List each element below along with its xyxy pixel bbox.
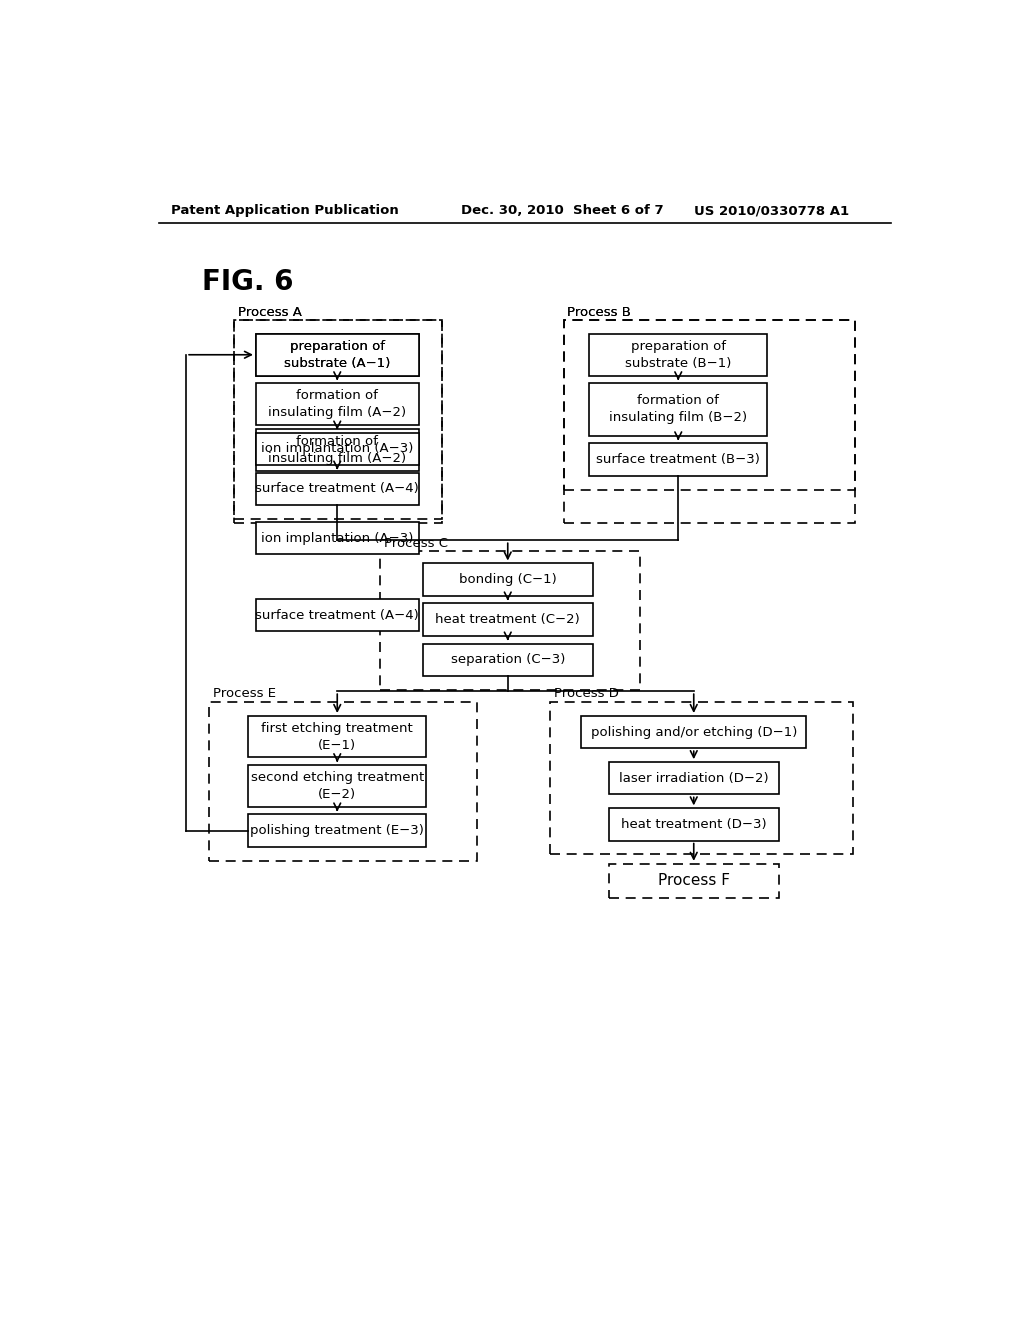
Bar: [248, 715, 426, 758]
Bar: [256, 473, 419, 506]
Bar: [380, 552, 640, 689]
Text: polishing treatment (E−3): polishing treatment (E−3): [250, 824, 424, 837]
Bar: [256, 521, 419, 554]
Text: Process B: Process B: [567, 305, 632, 318]
Text: first etching treatment
(E−1): first etching treatment (E−1): [261, 722, 413, 751]
Text: Process E: Process E: [213, 688, 276, 701]
Bar: [256, 429, 419, 471]
Bar: [209, 702, 477, 861]
Bar: [256, 383, 419, 425]
Text: surface treatment (A−4): surface treatment (A−4): [255, 609, 419, 622]
Text: preparation of
substrate (A−1): preparation of substrate (A−1): [284, 339, 390, 370]
Bar: [563, 321, 855, 524]
Bar: [423, 603, 593, 636]
Text: Process C: Process C: [384, 536, 447, 549]
Bar: [234, 321, 442, 519]
Text: separation (C−3): separation (C−3): [451, 653, 565, 667]
Text: surface treatment (B−3): surface treatment (B−3): [596, 453, 760, 466]
Bar: [550, 702, 853, 854]
Bar: [608, 808, 779, 841]
Bar: [589, 444, 767, 475]
Text: Process B: Process B: [567, 305, 632, 318]
Text: ion implantation (A−3): ion implantation (A−3): [261, 442, 414, 455]
Bar: [256, 334, 419, 376]
Text: Process A: Process A: [238, 305, 302, 318]
Text: heat treatment (D−3): heat treatment (D−3): [621, 818, 767, 832]
Bar: [608, 762, 779, 795]
Bar: [589, 383, 767, 436]
Text: preparation of
substrate (B−1): preparation of substrate (B−1): [625, 339, 731, 370]
Text: second etching treatment
(E−2): second etching treatment (E−2): [251, 771, 424, 801]
Text: laser irradiation (D−2): laser irradiation (D−2): [618, 772, 769, 785]
Text: surface treatment (A−4): surface treatment (A−4): [255, 482, 419, 495]
Text: Process F: Process F: [657, 873, 730, 888]
Text: Process A: Process A: [238, 305, 302, 318]
Bar: [582, 715, 806, 748]
Bar: [563, 321, 855, 490]
Bar: [248, 766, 426, 807]
Bar: [589, 334, 767, 376]
Bar: [256, 334, 419, 376]
Text: polishing and/or etching (D−1): polishing and/or etching (D−1): [591, 726, 797, 739]
Text: FIG. 6: FIG. 6: [202, 268, 293, 296]
Text: bonding (C−1): bonding (C−1): [459, 573, 557, 586]
Text: US 2010/0330778 A1: US 2010/0330778 A1: [693, 205, 849, 218]
Text: heat treatment (C−2): heat treatment (C−2): [435, 612, 581, 626]
Text: preparation of
substrate (A−1): preparation of substrate (A−1): [284, 339, 390, 370]
Text: formation of
insulating film (A−2): formation of insulating film (A−2): [268, 389, 407, 418]
Text: formation of
insulating film (A−2): formation of insulating film (A−2): [268, 436, 407, 465]
Text: Dec. 30, 2010  Sheet 6 of 7: Dec. 30, 2010 Sheet 6 of 7: [461, 205, 664, 218]
Bar: [608, 863, 779, 898]
Text: Process D: Process D: [554, 688, 620, 701]
Bar: [248, 814, 426, 847]
Bar: [423, 564, 593, 595]
Bar: [423, 644, 593, 676]
Bar: [256, 433, 419, 465]
Text: Patent Application Publication: Patent Application Publication: [171, 205, 398, 218]
Text: formation of
insulating film (B−2): formation of insulating film (B−2): [609, 395, 748, 425]
Bar: [234, 321, 442, 524]
Text: ion implantation (A−3): ion implantation (A−3): [261, 532, 414, 545]
Bar: [256, 599, 419, 631]
